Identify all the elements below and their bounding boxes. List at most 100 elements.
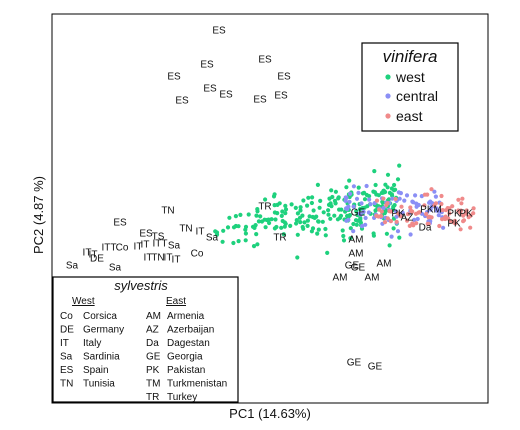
point-west — [295, 211, 300, 216]
point-central — [351, 204, 356, 209]
point-west — [298, 205, 303, 210]
sample-label: AM — [333, 273, 348, 284]
point-east — [374, 213, 379, 218]
sample-label: GE — [351, 263, 366, 274]
point-central — [351, 229, 356, 234]
point-west — [238, 212, 243, 217]
point-west — [358, 216, 363, 221]
sample-label: ES — [274, 91, 288, 102]
sample-label: IT — [89, 250, 98, 261]
point-west — [264, 217, 270, 223]
sample-label: TN — [161, 206, 174, 217]
sample-label: Co — [191, 249, 204, 260]
sample-label: ES — [203, 84, 217, 95]
point-west — [231, 225, 237, 230]
point-west — [333, 201, 338, 206]
point-east — [422, 203, 427, 208]
point-west — [267, 220, 272, 226]
sample-label: GE — [351, 208, 366, 219]
point-central — [343, 198, 348, 203]
key-name: Spain — [83, 365, 109, 376]
legend-label-west: west — [395, 69, 425, 85]
sample-label: ITT — [102, 243, 117, 254]
point-east — [461, 219, 466, 224]
point-west — [316, 219, 321, 224]
sample-label: Co — [116, 243, 129, 254]
sample-label: ES — [253, 95, 267, 106]
sample-label: IT — [172, 255, 181, 266]
point-central — [346, 204, 351, 209]
sample-label: ITT — [153, 239, 168, 250]
point-west — [305, 203, 310, 208]
key-name: Sardinia — [83, 352, 120, 363]
point-west — [351, 221, 356, 227]
point-east — [468, 225, 473, 230]
point-central — [390, 196, 395, 201]
key-name: Tunisia — [83, 379, 115, 390]
point-central — [354, 196, 360, 201]
sample-label: TN — [179, 224, 192, 235]
key-code: TR — [146, 392, 159, 403]
point-west — [305, 218, 310, 223]
sample-label: IT — [134, 242, 143, 253]
point-west — [389, 192, 394, 197]
point-west — [279, 213, 284, 218]
point-east — [394, 219, 399, 224]
key-code: Co — [60, 311, 73, 322]
point-west — [320, 219, 325, 224]
point-west — [391, 204, 396, 209]
point-central — [381, 205, 386, 211]
point-central — [412, 217, 417, 222]
point-west — [373, 182, 378, 188]
point-west — [357, 207, 363, 212]
point-east — [471, 206, 476, 211]
point-east — [411, 223, 416, 228]
point-west — [347, 178, 352, 183]
point-west — [309, 200, 314, 206]
point-east — [408, 205, 413, 210]
point-east — [439, 201, 444, 207]
point-central — [395, 229, 401, 234]
key-name: Turkey — [167, 392, 197, 403]
point-west — [389, 186, 394, 191]
point-central — [344, 195, 349, 200]
point-central — [368, 202, 373, 207]
point-west — [258, 214, 263, 219]
point-west — [362, 197, 368, 202]
point-west — [326, 212, 331, 217]
point-west — [318, 198, 323, 203]
point-west — [289, 202, 294, 207]
point-central — [394, 214, 399, 219]
key-name: Germany — [83, 325, 124, 336]
point-central — [351, 184, 356, 189]
point-west — [233, 214, 238, 219]
sample-label: GE — [345, 261, 360, 272]
point-west — [269, 217, 274, 222]
point-central — [366, 210, 371, 215]
point-east — [387, 209, 392, 214]
point-west — [305, 223, 310, 228]
legend-box — [361, 42, 459, 132]
point-central — [433, 194, 438, 199]
point-central — [404, 193, 410, 198]
point-east — [399, 204, 404, 209]
point-west — [220, 239, 225, 244]
sample-label: TR — [258, 202, 271, 213]
point-central — [361, 209, 366, 214]
point-west — [214, 232, 220, 237]
point-west — [243, 227, 248, 232]
key-code: AZ — [146, 325, 159, 336]
sample-label: IT — [144, 253, 153, 264]
point-west — [337, 215, 343, 220]
point-east — [458, 227, 463, 232]
point-east — [405, 218, 410, 223]
vinifera-legend: vinifera west central east — [361, 42, 459, 132]
point-west — [315, 231, 320, 236]
key-name: Armenia — [167, 311, 205, 322]
sylvestris-key-rows: Co Corsica DE Germany IT Italy Sa Sardinia ES Spa… — [60, 311, 227, 403]
point-east — [405, 212, 411, 217]
point-west — [283, 207, 289, 212]
point-west — [333, 189, 338, 194]
point-east — [456, 197, 461, 202]
point-west — [383, 182, 388, 187]
